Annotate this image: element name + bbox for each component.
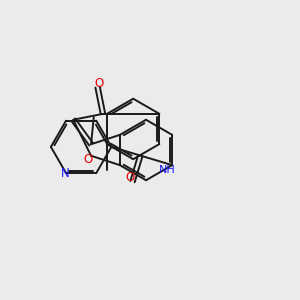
Text: O: O [83, 153, 92, 166]
Text: O: O [125, 171, 135, 184]
Text: NH: NH [159, 165, 176, 175]
Text: O: O [94, 77, 104, 90]
Text: N: N [61, 167, 70, 180]
